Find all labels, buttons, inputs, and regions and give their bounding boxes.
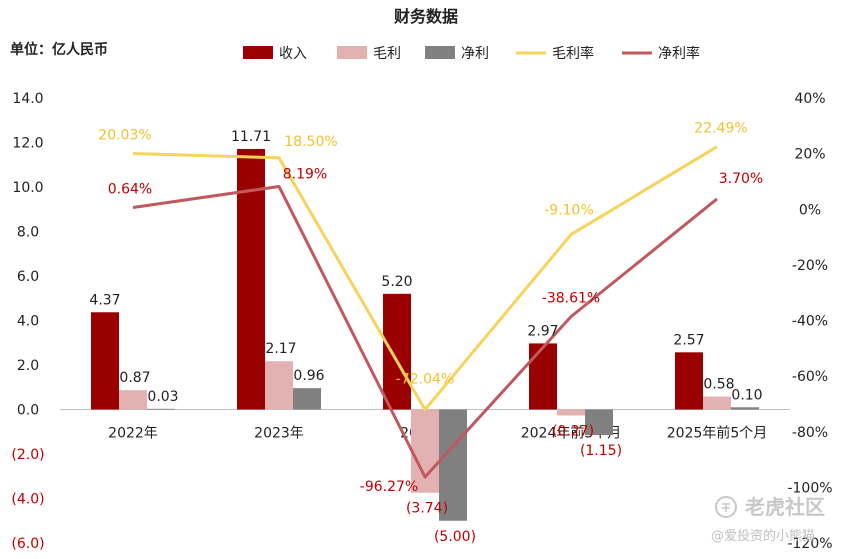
left-tick-label: 12.0 <box>12 136 43 152</box>
bar-label: 0.10 <box>731 387 762 403</box>
bars <box>91 148 759 521</box>
left-tick-label: 4.0 <box>17 314 39 330</box>
right-tick-label: -100% <box>787 480 832 496</box>
bar-label: (1.15) <box>580 443 622 459</box>
data-labels: 4.37 11.71 5.20 2.97 2.57 0.87 2.17 (3.74) (0.27… <box>89 121 763 545</box>
right-tick-label: -60% <box>792 369 828 385</box>
gross-margin-label: -72.04% <box>396 372 454 388</box>
right-tick-label: -20% <box>792 258 828 274</box>
bar-label: 0.58 <box>703 377 734 393</box>
right-tick-label: -80% <box>792 425 828 441</box>
line-net-margin <box>132 184 718 479</box>
legend-swatch <box>425 46 455 59</box>
bar-label: 0.03 <box>147 389 178 405</box>
left-tick-label: 8.0 <box>17 225 39 241</box>
bar-0-4 <box>675 352 703 410</box>
watermark-author: @爱投资的小熊猫 <box>711 528 815 544</box>
bar-label: 11.71 <box>231 129 271 145</box>
bar-2-1 <box>293 388 321 410</box>
bar-label: (5.00) <box>434 529 476 545</box>
bar-label: 2.97 <box>527 323 558 339</box>
left-tick-label: (6.0) <box>11 536 44 552</box>
bar-0-3 <box>529 343 557 410</box>
bar-label: 4.37 <box>89 292 120 308</box>
bar-1-3 <box>557 409 585 416</box>
right-tick-label: -120% <box>787 536 832 552</box>
legend-label: 毛利 <box>373 46 401 62</box>
bar-1-1 <box>265 361 293 410</box>
left-tick-label: 14.0 <box>12 91 43 107</box>
bar-1-2 <box>411 409 439 493</box>
bar-0-0 <box>91 312 119 410</box>
legend-label: 净利 <box>461 46 489 62</box>
chart-title: 财务数据 <box>393 7 458 26</box>
category-label: 2025年前5个月 <box>667 425 768 442</box>
right-tick-label: 0% <box>799 202 821 218</box>
bar-2-0 <box>147 408 175 410</box>
legend-swatch <box>243 46 273 59</box>
line-gross-margin <box>132 145 718 412</box>
bar-2-3 <box>585 409 613 436</box>
gross-margin-label: 22.49% <box>694 121 747 137</box>
right-tick-label: 20% <box>794 147 825 163</box>
legend-swatch <box>337 46 367 59</box>
gross-margin-label: -9.10% <box>544 203 594 219</box>
gross-margin-label: 18.50% <box>284 134 337 150</box>
net-margin-label: -38.61% <box>542 291 600 307</box>
left-tick-label: (4.0) <box>11 492 44 508</box>
bar-label: 2.17 <box>265 341 296 357</box>
legend: 收入 毛利 净利 毛利率 净利率 <box>243 45 700 62</box>
lines <box>132 145 718 479</box>
left-tick-label: 0.0 <box>17 403 39 419</box>
net-margin-label: 8.19% <box>283 166 327 182</box>
bar-2-2 <box>439 409 467 521</box>
legend-label: 收入 <box>279 46 307 62</box>
bar-label: 2.57 <box>673 332 704 348</box>
category-label: 2022年 <box>108 426 158 442</box>
watermark-brand: 老虎社区 <box>745 495 825 519</box>
right-tick-label: -40% <box>792 314 828 330</box>
bar-0-2 <box>383 293 411 410</box>
left-tick-label: 10.0 <box>12 180 43 196</box>
bar-label: (3.74) <box>406 501 448 517</box>
legend-label: 毛利率 <box>552 45 594 62</box>
tiger-logo-icon <box>715 496 737 518</box>
net-margin-label: -96.27% <box>360 479 418 495</box>
unit-label: 单位：亿人民币 <box>10 41 108 58</box>
net-margin-label: 0.64% <box>108 181 152 197</box>
bar-label: 5.20 <box>381 274 412 290</box>
bar-label: 0.96 <box>293 368 324 384</box>
bar-label: (0.27) <box>552 424 594 440</box>
left-tick-label: 6.0 <box>17 269 39 285</box>
watermark: 老虎社区 @爱投资的小熊猫 <box>711 495 825 544</box>
gross-margin-label: 20.03% <box>98 128 151 144</box>
bar-1-4 <box>703 396 731 410</box>
bar-2-4 <box>731 407 759 410</box>
net-margin-label: 3.70% <box>719 171 763 187</box>
left-tick-label: (2.0) <box>11 447 44 463</box>
bar-1-0 <box>119 390 147 410</box>
legend-label: 净利率 <box>658 45 700 62</box>
bar-label: 0.87 <box>119 370 150 386</box>
right-tick-label: 40% <box>794 91 825 107</box>
category-label: 2023年 <box>254 426 304 442</box>
left-tick-label: 2.0 <box>17 358 39 374</box>
